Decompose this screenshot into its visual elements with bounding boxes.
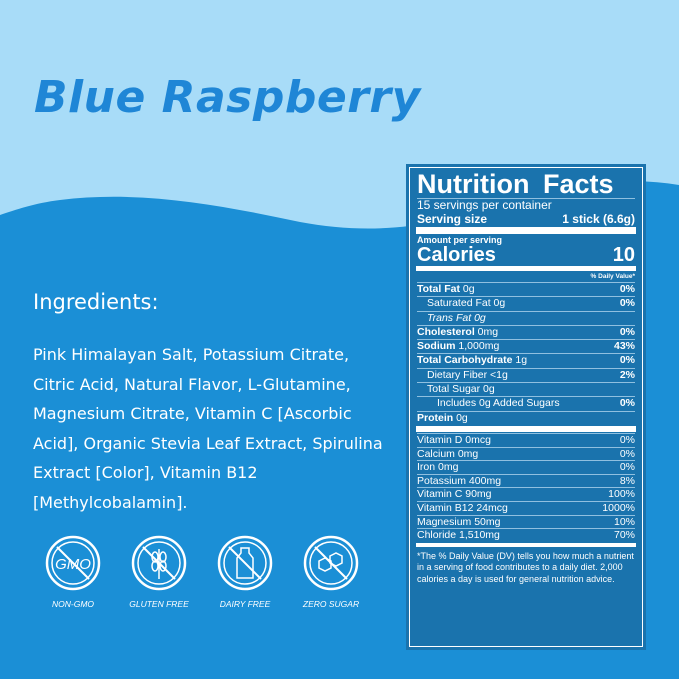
badge-non-gmo: GMO NON-GMO [30, 535, 116, 609]
nutrition-facts-panel: Nutrition Facts 15 servings per containe… [406, 164, 646, 650]
vitamin-dv: 8% [619, 474, 635, 487]
calories-label: Calories [417, 244, 496, 266]
divider [416, 542, 636, 547]
nutrient-amount: 0g [453, 411, 468, 424]
vitamin-row: Potassium 400mg 8% [417, 473, 635, 488]
badge-dairy-free: DAIRY FREE [202, 535, 288, 609]
vitamin-row: Calcium 0mg 0% [417, 446, 635, 461]
vitamin-name: Vitamin B12 24mcg [417, 501, 508, 514]
nutrient-dv: 0% [619, 325, 635, 338]
nutrient-name: Sodium [417, 340, 456, 353]
nutrient-row: Includes 0g Added Sugars 0% [417, 396, 635, 410]
nutrition-title: Nutrition Facts [417, 169, 614, 199]
nutrient-name: Total Carbohydrate [417, 354, 513, 367]
vitamin-dv: 0% [619, 433, 635, 446]
vitamin-dv: 70% [613, 529, 635, 542]
nutrient-dv: 0% [619, 283, 635, 295]
vitamin-name: Vitamin D 0mcg [417, 433, 491, 446]
vitamin-dv: 0% [619, 447, 635, 460]
badge-label: GLUTEN FREE [129, 599, 189, 609]
product-title: Blue Raspberry [34, 72, 421, 123]
nutrient-dv: 2% [619, 368, 635, 381]
vitamin-name: Chloride 1,510mg [417, 529, 500, 542]
ingredients-heading: Ingredients: [33, 290, 159, 314]
nutrient-name: Protein [417, 411, 454, 424]
nutrient-amount: 0mg [474, 325, 499, 338]
nutrient-amount: 0g [459, 283, 475, 295]
vitamin-row: Vitamin C 90mg 100% [417, 487, 635, 501]
nutrient-dv: 0% [619, 297, 635, 310]
nutrient-amount: 1g [512, 354, 528, 367]
nutrient-row: Total Sugar 0g [417, 382, 635, 396]
badge-label: DAIRY FREE [219, 599, 271, 609]
vitamin-dv: 100% [608, 488, 635, 501]
no-dairy-icon [217, 535, 273, 591]
nutrient-amount: Dietary Fiber <1g [427, 368, 508, 381]
nutrient-row: Sodium 1,000mg 43% [417, 339, 635, 353]
nutrient-dv: 0% [619, 397, 635, 410]
no-sugar-icon [303, 535, 359, 591]
nutrient-row: Protein 0g [417, 410, 635, 425]
serving-size-row: Serving size 1 stick (6.6g) [417, 212, 635, 226]
vitamin-name: Potassium 400mg [417, 474, 502, 487]
vitamin-row: Magnesium 50mg 10% [417, 514, 635, 529]
vitamin-name: Calcium 0mg [417, 447, 479, 460]
amount-label: Amount per serving [417, 235, 503, 245]
vitamin-dv: 0% [619, 461, 635, 474]
nutrient-row: Saturated Fat 0g 0% [417, 296, 635, 310]
nutrient-name: Total Fat [417, 283, 460, 295]
nutrient-row: Cholesterol 0mg 0% [417, 324, 635, 339]
vitamin-row: Chloride 1,510mg 70% [417, 528, 635, 542]
servings: 15 servings per container [417, 198, 635, 212]
nutrient-row: Trans Fat 0g [417, 310, 635, 325]
vitamin-dv: 10% [613, 515, 635, 528]
divider [416, 425, 636, 432]
badge-gluten-free: GLUTEN FREE [116, 535, 202, 609]
nutrient-row: Dietary Fiber <1g 2% [417, 367, 635, 382]
vitamin-row: Vitamin D 0mcg 0% [417, 432, 635, 447]
no-gluten-icon [131, 535, 187, 591]
footnote: *The % Daily Value (DV) tells you how mu… [417, 550, 634, 584]
badge-label: ZERO SUGAR [302, 599, 360, 609]
nutrient-row: Total Fat 0g 0% [417, 282, 635, 296]
serving-size-value: 1 stick (6.6g) [562, 212, 635, 226]
divider [416, 266, 636, 271]
nutrient-row: Total Carbohydrate 1g 0% [417, 353, 635, 367]
nutrient-dv: 0% [619, 354, 635, 367]
badge-zero-sugar: ZERO SUGAR [288, 535, 374, 609]
ingredients-text: Pink Himalayan Salt, Potassium Citrate, … [33, 345, 383, 512]
divider [416, 227, 636, 234]
badge-label: NON-GMO [51, 599, 95, 609]
nutrient-amount: 1,000mg [455, 340, 500, 353]
calories-row: Calories 10 [417, 245, 635, 265]
serving-size-label: Serving size [417, 212, 488, 226]
vitamin-row: Vitamin B12 24mcg 1000% [417, 500, 635, 515]
vitamin-name: Iron 0mg [417, 461, 459, 474]
vitamin-dv: 1000% [602, 501, 635, 514]
dv-label: % Daily Value* [590, 273, 635, 280]
no-gmo-icon: GMO [45, 535, 101, 591]
vitamin-name: Vitamin C 90mg [417, 488, 492, 501]
vitamin-name: Magnesium 50mg [417, 515, 501, 528]
nutrient-amount: Total Sugar 0g [427, 383, 495, 396]
nutrient-amount: Trans Fat 0g [427, 311, 486, 324]
nutrient-name: Cholesterol [417, 325, 475, 338]
nutrient-dv: 43% [613, 340, 635, 353]
nutrient-amount: Includes 0g Added Sugars [437, 397, 560, 410]
calories-value: 10 [612, 244, 635, 266]
badges: GMO NON-GMO GLUTEN FREE DAIRY FREE ZERO … [30, 535, 374, 609]
vitamin-row: Iron 0mg 0% [417, 460, 635, 474]
nutrient-amount: Saturated Fat 0g [427, 297, 506, 310]
